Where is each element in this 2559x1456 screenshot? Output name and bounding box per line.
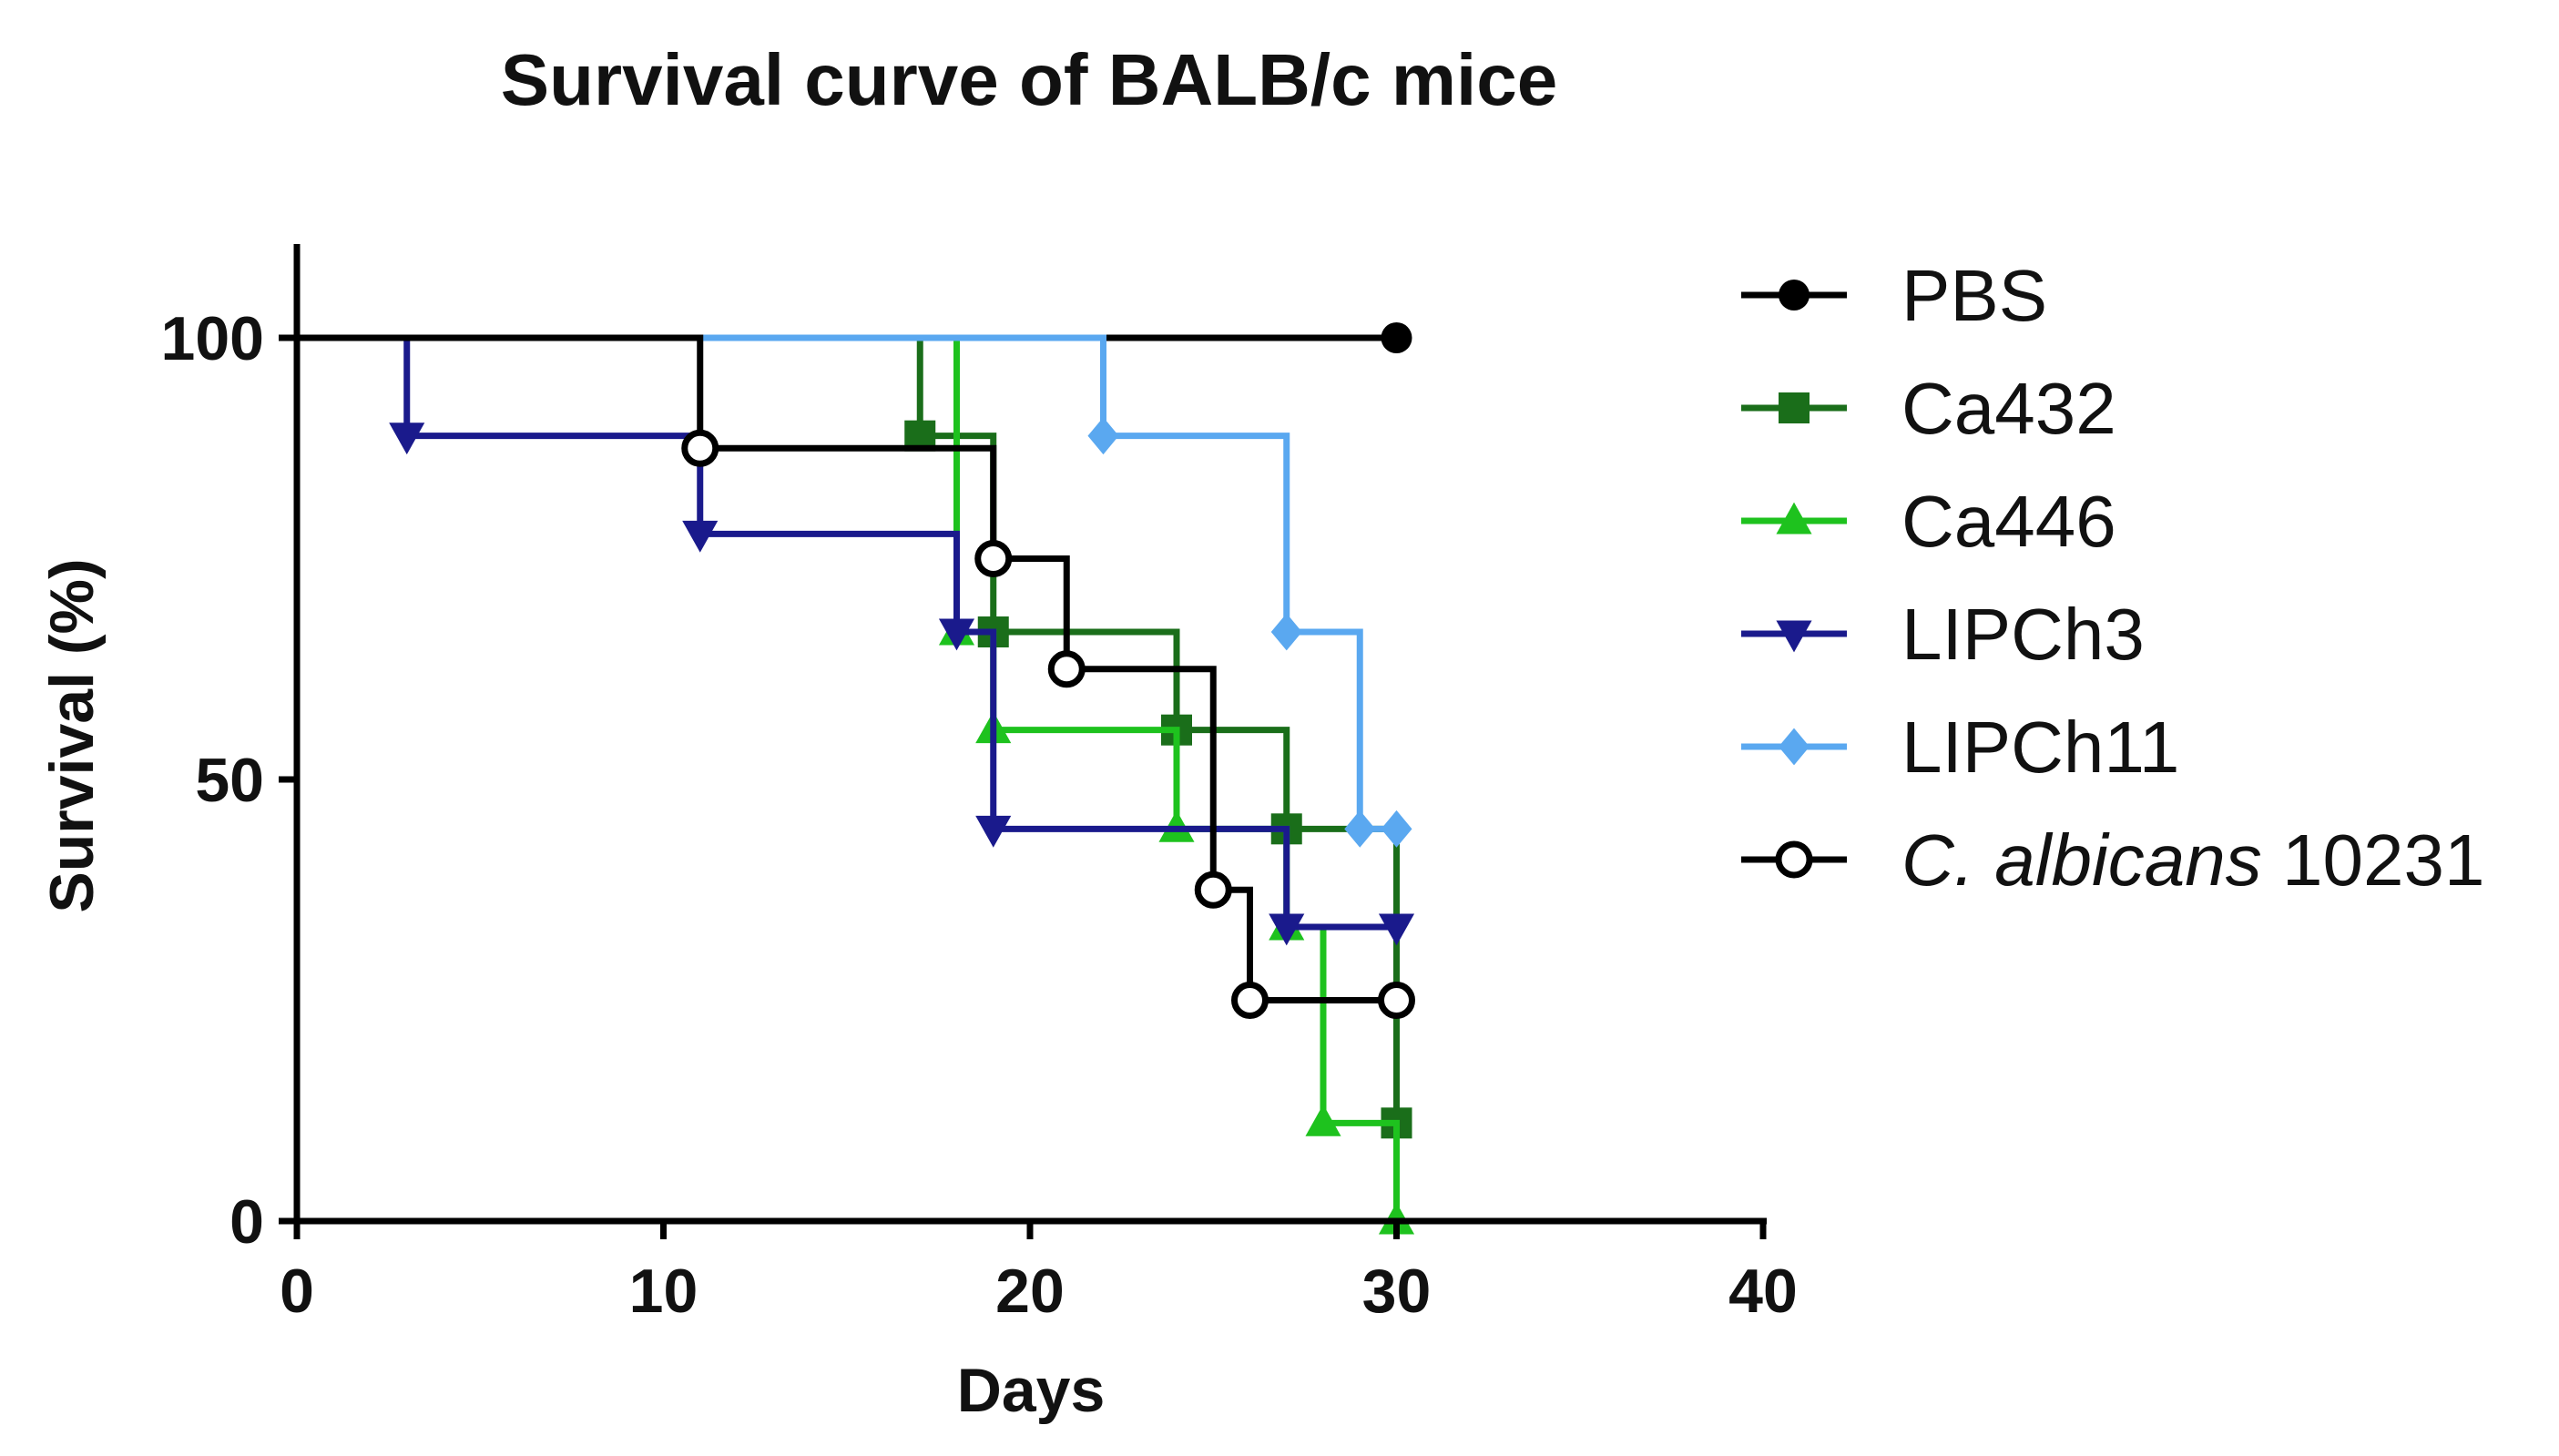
x-tick-label-20: 20 bbox=[995, 1257, 1065, 1326]
data-point-ca446-5 bbox=[1305, 1104, 1341, 1136]
legend-item-ca432: Ca432 bbox=[1741, 368, 2116, 449]
series-ca432 bbox=[297, 334, 1412, 1139]
data-point-lipch3-5 bbox=[1269, 913, 1305, 946]
data-point-lipch3-3 bbox=[938, 618, 975, 651]
legend-label: Ca432 bbox=[1901, 368, 2116, 449]
legend-marker bbox=[1776, 620, 1812, 653]
series-line-ca432 bbox=[297, 334, 1400, 1124]
data-point-c-albicans-10231-2 bbox=[974, 540, 1013, 577]
data-point-c-albicans-10231-6 bbox=[1378, 982, 1415, 1019]
y-tick-label-0: 0 bbox=[229, 1187, 264, 1257]
data-point-c-albicans-10231-1 bbox=[681, 429, 719, 467]
legend-item-pbs: PBS bbox=[1741, 255, 2047, 336]
data-point-lipch3-1 bbox=[389, 423, 425, 455]
series-ca446 bbox=[297, 334, 1415, 1235]
legend-label: C. albicans 10231 bbox=[1901, 820, 2484, 901]
series-line-ca446 bbox=[297, 334, 1400, 1221]
plot-area bbox=[297, 322, 1415, 1235]
legend-marker bbox=[1779, 728, 1810, 766]
data-point-pbs-1 bbox=[1381, 322, 1412, 353]
legend-marker bbox=[1779, 392, 1810, 423]
legend-label: LIPCh3 bbox=[1901, 594, 2145, 675]
x-tick-label-0: 0 bbox=[280, 1257, 314, 1326]
y-tick-label-50: 50 bbox=[195, 746, 264, 815]
data-point-lipch11-3 bbox=[1344, 809, 1376, 848]
y-axis-label: Survival (%) bbox=[37, 558, 107, 912]
legend-item-lipch11: LIPCh11 bbox=[1741, 707, 2179, 788]
legend-marker bbox=[1775, 840, 1813, 879]
series-lipch3 bbox=[297, 334, 1415, 946]
data-point-lipch11-4 bbox=[1381, 809, 1412, 848]
legend-label: LIPCh11 bbox=[1901, 707, 2179, 788]
x-tick-label-40: 40 bbox=[1728, 1257, 1798, 1326]
data-point-lipch3-6 bbox=[1378, 913, 1415, 946]
series-line-lipch3 bbox=[297, 334, 1397, 931]
legend-marker bbox=[1776, 502, 1812, 535]
series-lipch11 bbox=[297, 334, 1412, 848]
legend-item-lipch3: LIPCh3 bbox=[1741, 594, 2145, 675]
series-line-lipch11 bbox=[297, 334, 1397, 832]
x-ticks: 0 10 20 30 40 bbox=[280, 1221, 1798, 1326]
y-tick-label-100: 100 bbox=[161, 304, 264, 373]
legend-marker bbox=[1779, 280, 1810, 311]
data-point-lipch3-4 bbox=[975, 815, 1012, 848]
data-point-c-albicans-10231-4 bbox=[1194, 871, 1232, 909]
data-point-lipch11-2 bbox=[1270, 613, 1302, 651]
x-tick-label-10: 10 bbox=[629, 1257, 698, 1326]
legend-label: Ca446 bbox=[1901, 481, 2116, 562]
data-point-c-albicans-10231-5 bbox=[1231, 982, 1269, 1019]
data-point-lipch11-1 bbox=[1087, 417, 1119, 455]
legend-item-ca446: Ca446 bbox=[1741, 481, 2116, 562]
legend: PBS Ca432 Ca446 LIPCh3 LIPCh11 C. albicans 10… bbox=[1741, 255, 2484, 901]
x-axis-label: Days bbox=[957, 1356, 1106, 1425]
data-point-c-albicans-10231-3 bbox=[1047, 650, 1086, 688]
legend-label: PBS bbox=[1901, 255, 2047, 336]
data-point-lipch3-2 bbox=[682, 520, 719, 553]
y-ticks: 0 50 100 bbox=[161, 304, 297, 1257]
chart-title: Survival curve of BALB/c mice bbox=[501, 39, 1557, 120]
x-tick-label-30: 30 bbox=[1362, 1257, 1432, 1326]
legend-item-c-albicans-10231: C. albicans 10231 bbox=[1741, 820, 2484, 901]
series-c-albicans-10231 bbox=[297, 334, 1415, 1019]
